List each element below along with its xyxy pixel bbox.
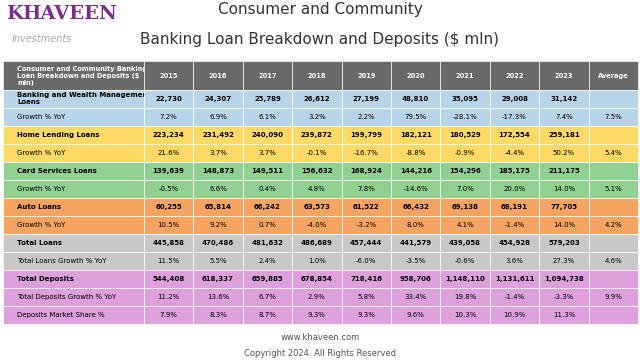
Text: Copyright 2024. All Rights Reserved: Copyright 2024. All Rights Reserved (244, 349, 396, 358)
Text: Investments: Investments (12, 33, 72, 44)
Text: Banking Loan Breakdown and Deposits ($ mln): Banking Loan Breakdown and Deposits ($ m… (141, 32, 499, 47)
Text: K: K (6, 5, 23, 23)
Text: HAVEEN: HAVEEN (22, 5, 117, 23)
Text: www.khaveen.com: www.khaveen.com (280, 333, 360, 342)
Text: Consumer and Community: Consumer and Community (218, 2, 422, 17)
